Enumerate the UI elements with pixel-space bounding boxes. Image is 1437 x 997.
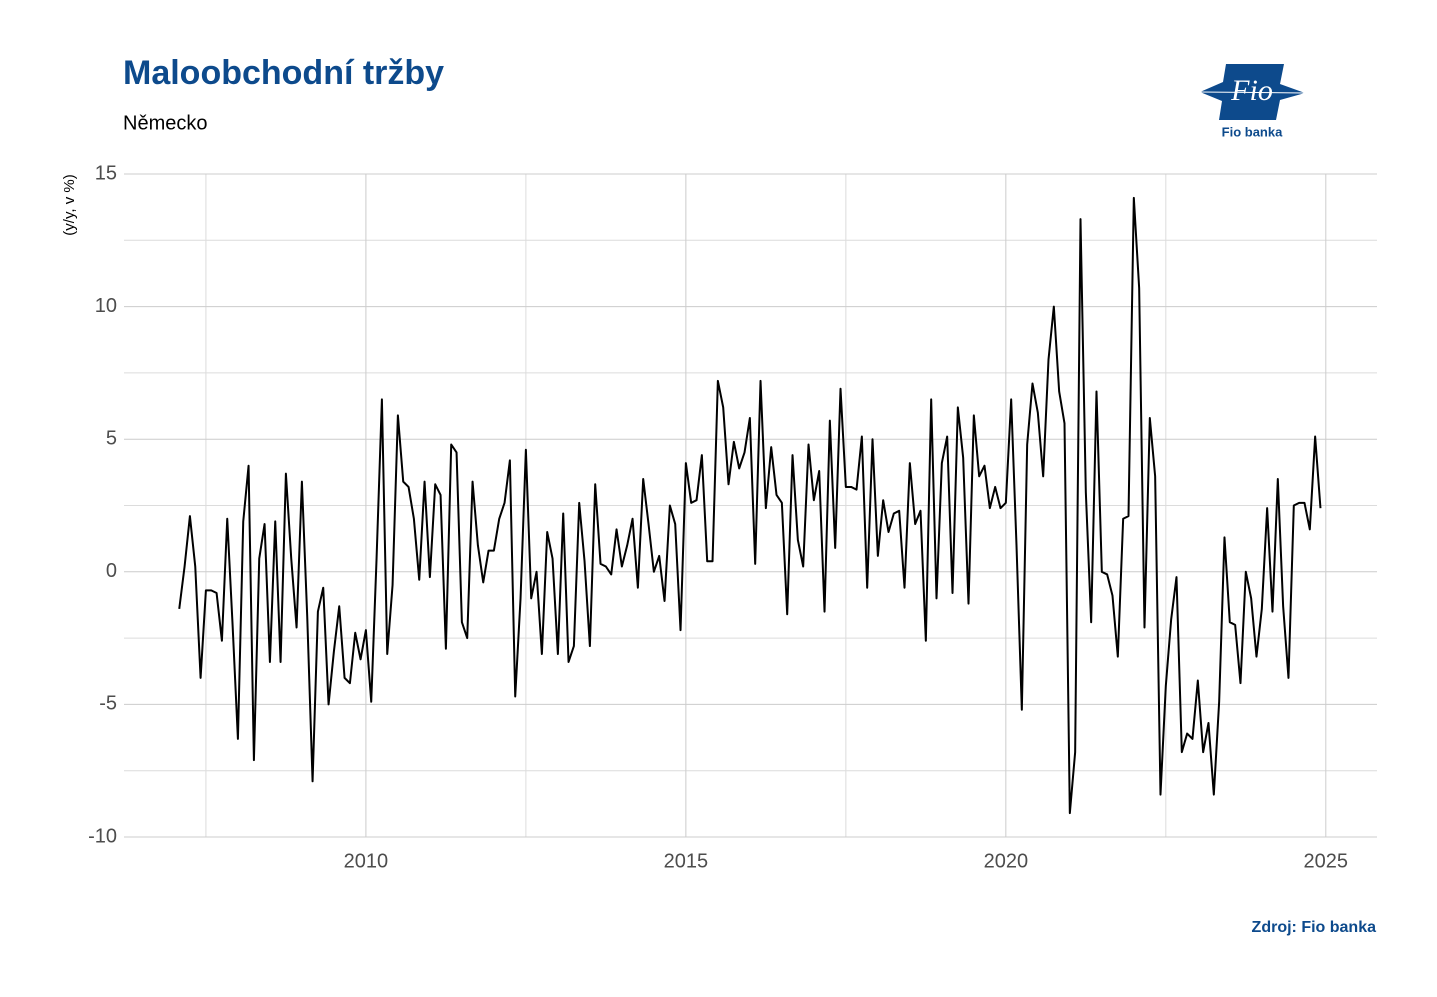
x-tick-label: 2015 (664, 850, 709, 872)
y-tick-label: -5 (99, 693, 117, 715)
y-axis-label: (y/y, v %) (61, 174, 78, 235)
y-tick-label: 5 (106, 427, 117, 449)
logo: Fio Fio banka (1199, 64, 1306, 139)
data-line (178, 196, 1322, 815)
chart-subtitle: Německo (123, 112, 207, 134)
x-tick-label: 2025 (1304, 850, 1349, 872)
y-tick-label: 0 (106, 560, 117, 582)
logo-line (1199, 91, 1306, 94)
x-tick-label: 2010 (344, 850, 389, 872)
y-tick-label: 15 (95, 162, 117, 184)
source: Zdroj: Fio banka (1252, 919, 1377, 936)
y-tick-label: -10 (88, 825, 117, 847)
chart-title: Maloobchodní tržby (123, 54, 444, 92)
x-tick-label: 2020 (984, 850, 1029, 872)
y-tick-label: 10 (95, 295, 117, 317)
logo-text: Fio banka (1222, 124, 1283, 139)
logo-mark: Fio (1230, 74, 1273, 107)
